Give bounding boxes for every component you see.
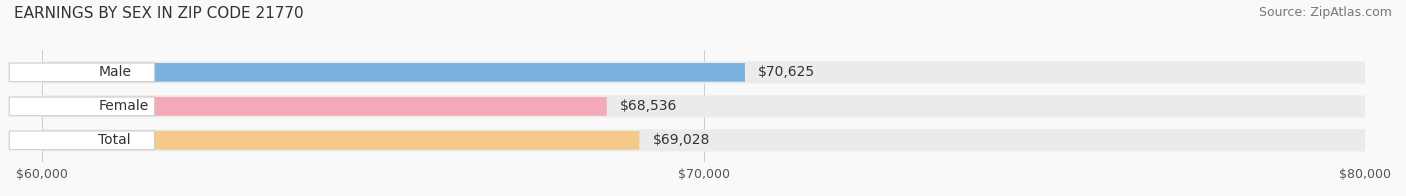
Text: Total: Total <box>98 133 131 147</box>
Text: $70,625: $70,625 <box>758 65 815 79</box>
FancyBboxPatch shape <box>42 131 640 150</box>
Text: Female: Female <box>98 99 149 113</box>
Text: $69,028: $69,028 <box>652 133 710 147</box>
FancyBboxPatch shape <box>42 95 1365 117</box>
FancyBboxPatch shape <box>10 63 155 82</box>
Text: Source: ZipAtlas.com: Source: ZipAtlas.com <box>1258 6 1392 19</box>
FancyBboxPatch shape <box>10 97 155 116</box>
FancyBboxPatch shape <box>10 131 155 150</box>
Text: Male: Male <box>98 65 131 79</box>
FancyBboxPatch shape <box>42 97 607 116</box>
FancyBboxPatch shape <box>42 129 1365 151</box>
FancyBboxPatch shape <box>42 61 1365 83</box>
FancyBboxPatch shape <box>42 63 745 82</box>
Text: EARNINGS BY SEX IN ZIP CODE 21770: EARNINGS BY SEX IN ZIP CODE 21770 <box>14 6 304 21</box>
Text: $68,536: $68,536 <box>620 99 678 113</box>
